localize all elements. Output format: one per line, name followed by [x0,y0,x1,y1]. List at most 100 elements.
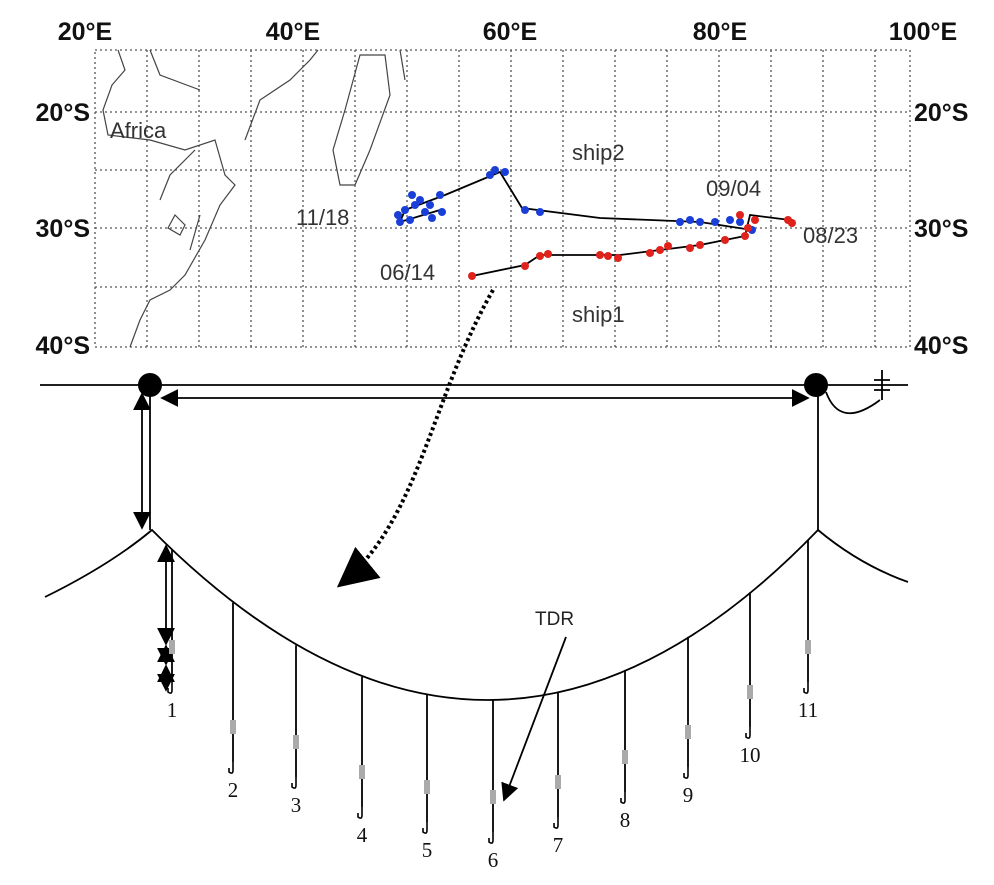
lon-label: 60°E [483,18,537,46]
hook-label: 5 [422,838,433,862]
date-label: 11/18 [296,205,349,230]
track-point [686,244,694,252]
track-point [468,272,476,280]
track-point [736,218,744,226]
lat-label: 30°S [914,215,968,243]
coastline [150,50,405,90]
sensor [805,640,811,654]
lat-label: 30°S [36,215,90,243]
sensor [424,780,430,794]
sensor [490,790,496,804]
hook-label: 8 [620,808,631,832]
sensor [555,775,561,789]
hook [358,807,362,818]
track-point [521,206,529,214]
sensor-label: TDR [535,609,574,630]
ship-label: ship1 [572,302,625,327]
main-line [45,530,908,700]
coastline [160,150,200,250]
hook-label: 6 [488,848,499,872]
lon-label: 100°E [889,18,957,46]
map-frame [95,50,910,347]
coastline [333,55,390,185]
lat-label: 40°S [36,332,90,360]
map: 20°E 40°E 60°E 80°E 100°E 20°S 30°S 40°S… [36,18,969,360]
hook [684,767,688,778]
track-point [406,216,414,224]
hook [423,822,427,833]
track-point [536,208,544,216]
track-point [741,232,749,240]
sensor [685,725,691,739]
date-label: 09/04 [706,176,761,201]
hook [292,777,296,788]
track-point [788,219,796,227]
track-point [536,252,544,260]
date-label: 08/23 [803,223,858,248]
lat-label: 40°S [914,332,968,360]
hook-label: 4 [357,823,368,847]
hook-label: 7 [553,833,564,857]
track-point [751,216,759,224]
sensor [169,640,175,654]
track-point [501,168,509,176]
hook [804,682,808,693]
hook [229,762,233,773]
track-point [421,208,429,216]
buoy [804,373,828,397]
hook [489,832,493,843]
rope [826,392,880,413]
branch-lines: 1234567891011 [167,540,818,872]
hook [168,682,172,693]
sensor [622,750,628,764]
hook [621,792,625,803]
page: 20°E 40°E 60°E 80°E 100°E 20°S 30°S 40°S… [0,0,994,885]
graticule [95,50,910,347]
hook [746,727,750,738]
track-point [736,211,744,219]
track-point [436,191,444,199]
track-point [426,201,434,209]
ship2-points [394,166,756,234]
track-point [656,246,664,254]
track-point [394,211,402,219]
track-point [726,216,734,224]
hook-label: 1 [167,698,178,722]
track-point [686,216,694,224]
sensor [359,765,365,779]
hook-label: 9 [683,783,694,807]
track-point [438,208,446,216]
hook-label: 10 [740,743,761,767]
ship1-points [468,211,796,280]
sensor [230,720,236,734]
pointer-arrow [340,290,493,585]
coastline [245,50,318,140]
track-point [396,218,404,226]
track-point [401,206,409,214]
track-point [664,242,672,250]
hook-label: 11 [798,698,818,722]
track-point [428,214,436,222]
hook-label: 3 [291,793,302,817]
track-point [544,250,552,258]
lat-label: 20°S [914,99,968,127]
region-label: Africa [110,118,167,143]
hook [554,817,558,828]
track-point [696,218,704,226]
track-point [646,249,654,257]
ship-label: ship2 [572,140,625,165]
track-point [408,191,416,199]
track-point [411,201,419,209]
track-point [604,252,612,260]
track-point [721,236,729,244]
sensor [747,685,753,699]
track-point [486,171,494,179]
lon-label: 40°E [266,18,320,46]
track-point [614,254,622,262]
date-label: 06/14 [380,260,435,285]
track-point [521,262,529,270]
track-point [596,251,604,259]
track-point [676,218,684,226]
lat-label: 20°S [36,99,90,127]
